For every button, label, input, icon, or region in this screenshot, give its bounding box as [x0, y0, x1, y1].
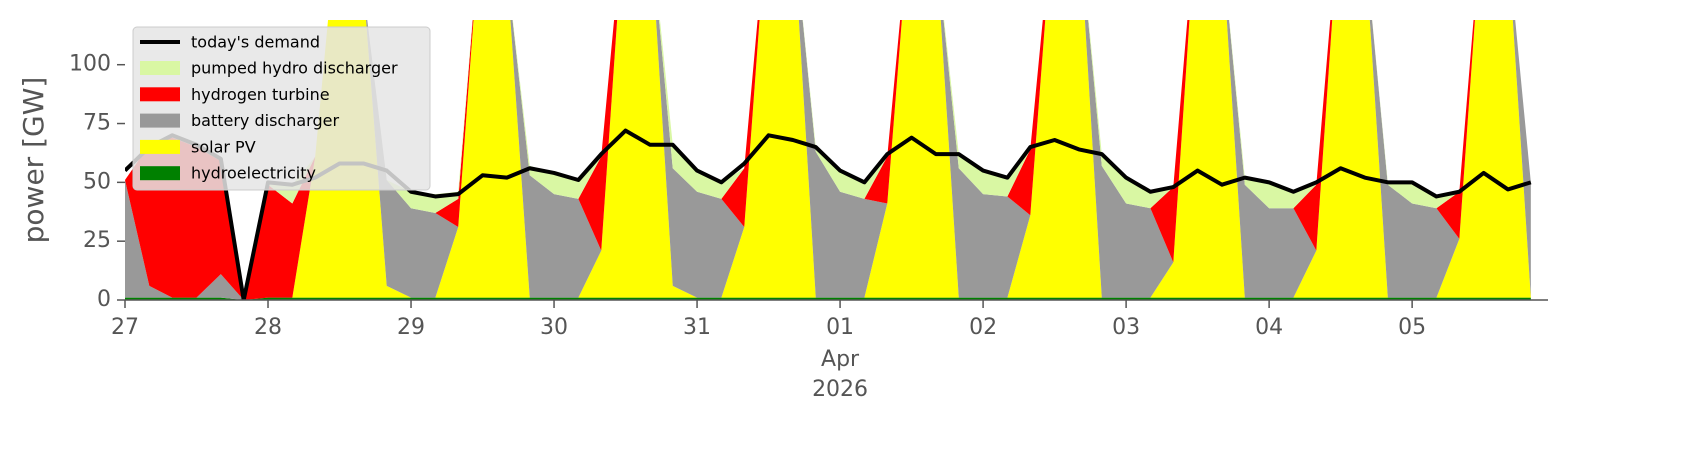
legend-box [132, 26, 431, 191]
x-tick-label: 28 [254, 315, 282, 340]
legend-label: pumped hydro discharger [191, 59, 398, 78]
x-tick-label: 04 [1255, 315, 1283, 340]
x-tick-label: 30 [540, 315, 568, 340]
area [125, 20, 1531, 300]
x-year-label: 2026 [812, 377, 868, 402]
legend-swatch [140, 166, 180, 181]
y-tick-label: 100 [69, 52, 111, 77]
axes: 0 25 50 75 100 27 28 29 30 31 01 02 03 04 05 [69, 52, 1548, 340]
y-tick-label: 50 [83, 169, 111, 194]
x-tick-label: 01 [826, 315, 854, 340]
x-tick-label: 02 [969, 315, 997, 340]
legend-label: today's demand [191, 33, 320, 52]
legend-swatch [140, 139, 180, 154]
x-tick-label: 03 [1112, 315, 1140, 340]
x-tick-label: 29 [397, 315, 425, 340]
y-tick-label: 75 [83, 111, 111, 136]
legend-swatch [140, 61, 180, 75]
x-month-label: Apr [821, 347, 860, 372]
legend-label: solar PV [191, 137, 256, 156]
legend-swatch [140, 87, 180, 102]
x-tick-label: 05 [1398, 315, 1426, 340]
legend: today's demand pumped hydro discharger hyd… [132, 26, 431, 191]
legend-label: hydrogen turbine [191, 85, 330, 104]
x-tick-label: 31 [683, 315, 711, 340]
y-tick-label: 25 [83, 228, 111, 253]
legend-label: battery discharger [191, 111, 339, 130]
area [125, 20, 1531, 300]
legend-swatch [140, 113, 180, 128]
y-axis-label: power [GW] [17, 77, 50, 244]
x-tick-label: 27 [111, 315, 139, 340]
legend-label: hydroelectricity [191, 164, 316, 183]
area [125, 20, 1531, 300]
y-tick-label: 0 [97, 287, 111, 312]
